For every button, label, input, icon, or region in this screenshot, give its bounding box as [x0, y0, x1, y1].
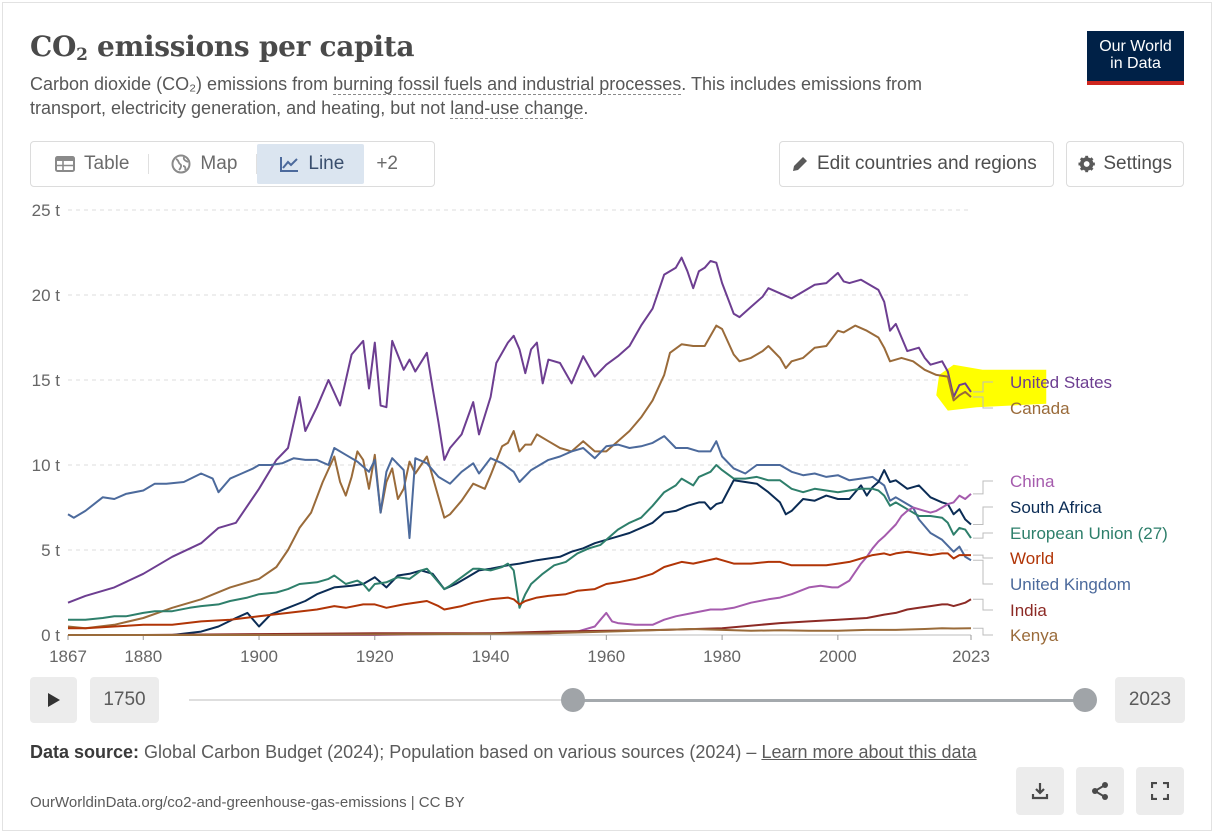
download-button[interactable] [1016, 767, 1064, 815]
chart-title: CO2 emissions per capita [30, 30, 415, 65]
source-url[interactable]: OurWorldinData.org/co2-and-greenhouse-ga… [30, 794, 465, 811]
tab-line[interactable]: Line [257, 144, 365, 184]
start-year-label[interactable]: 1750 [90, 677, 159, 723]
fullscreen-button[interactable] [1136, 767, 1184, 815]
learn-more-link[interactable]: Learn more about this data [761, 742, 977, 762]
fossil-fuels-link[interactable]: burning fossil fuels and industrial proc… [333, 74, 682, 95]
table-icon [55, 156, 75, 172]
share-icon [1092, 782, 1108, 800]
pencil-icon [793, 157, 807, 171]
globe-icon [171, 154, 191, 174]
view-tabs: Table Map Line +2 [30, 141, 435, 187]
download-icon [1031, 783, 1049, 800]
timeline-start-handle[interactable] [561, 688, 585, 712]
tab-table[interactable]: Table [33, 144, 150, 184]
land-use-link[interactable]: land-use change [450, 98, 584, 119]
owid-logo[interactable]: Our World in Data [1087, 31, 1184, 85]
gear-icon [1078, 155, 1095, 173]
chart-subtitle: Carbon dioxide (CO₂) emissions from burn… [30, 74, 923, 119]
line-chart-icon [280, 157, 299, 172]
tab-map[interactable]: Map [149, 144, 258, 184]
play-icon [47, 693, 60, 707]
fullscreen-icon [1151, 782, 1169, 800]
play-button[interactable] [30, 677, 77, 723]
edit-countries-button[interactable]: Edit countries and regions [779, 141, 1054, 187]
settings-button[interactable]: Settings [1066, 141, 1184, 187]
end-year-label[interactable]: 2023 [1115, 677, 1185, 723]
share-button[interactable] [1076, 767, 1124, 815]
data-source: Data source: Global Carbon Budget (2024)… [30, 742, 977, 762]
timeline-end-handle[interactable] [1073, 688, 1097, 712]
tab-more[interactable]: +2 [376, 153, 398, 174]
timeline-selected-range [573, 699, 1085, 702]
